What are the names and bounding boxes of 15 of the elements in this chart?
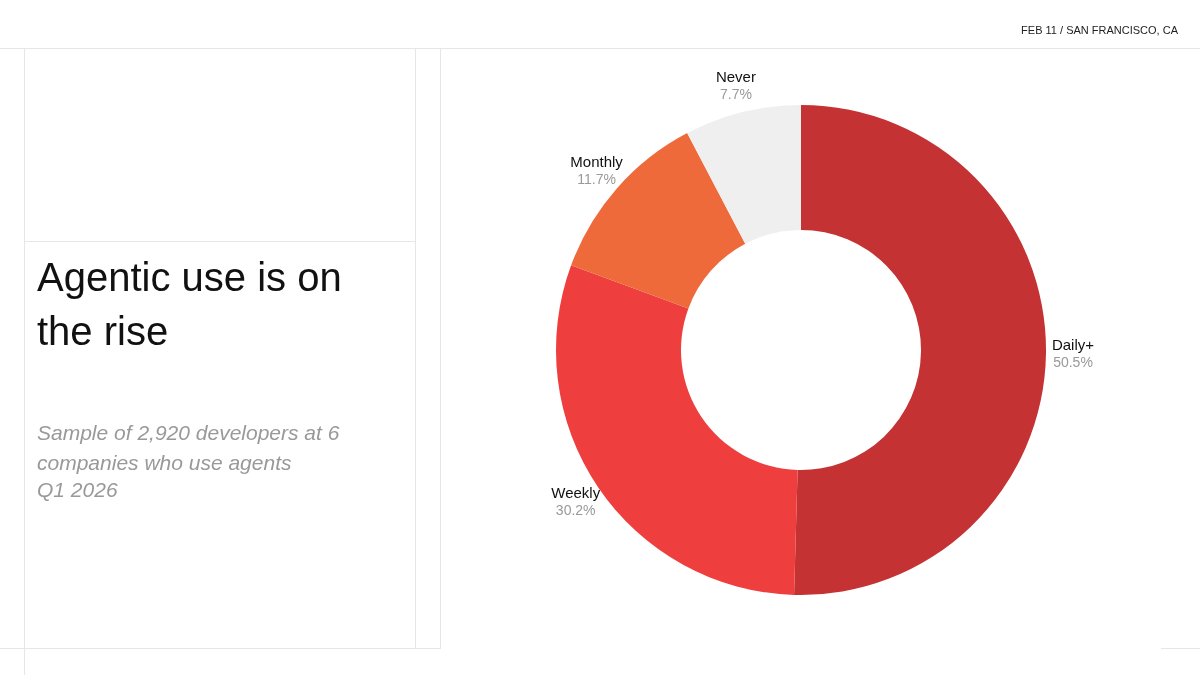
donut-slice [794, 105, 1046, 595]
slice-label: Monthly [570, 152, 624, 170]
donut-slice [571, 133, 746, 309]
text: Sample of 2,920 developers at 6 companies who use agents [37, 420, 341, 476]
slice-label: Weekly [551, 484, 601, 502]
donut-slice [687, 105, 801, 244]
text: Q1 2026 [37, 478, 118, 502]
slice-label: Never [715, 67, 756, 85]
text: Agentic use is on the rise [37, 254, 343, 355]
data-label: 11.7% [577, 170, 616, 187]
data-label: 7.7% [719, 85, 752, 102]
text: FEB 11 / SAN FRANCISCO, CA [1021, 24, 1178, 36]
data-label: 30.2% [555, 502, 596, 519]
data-label: 50.5% [1053, 353, 1093, 370]
slice-label: Daily+ [1051, 335, 1095, 353]
